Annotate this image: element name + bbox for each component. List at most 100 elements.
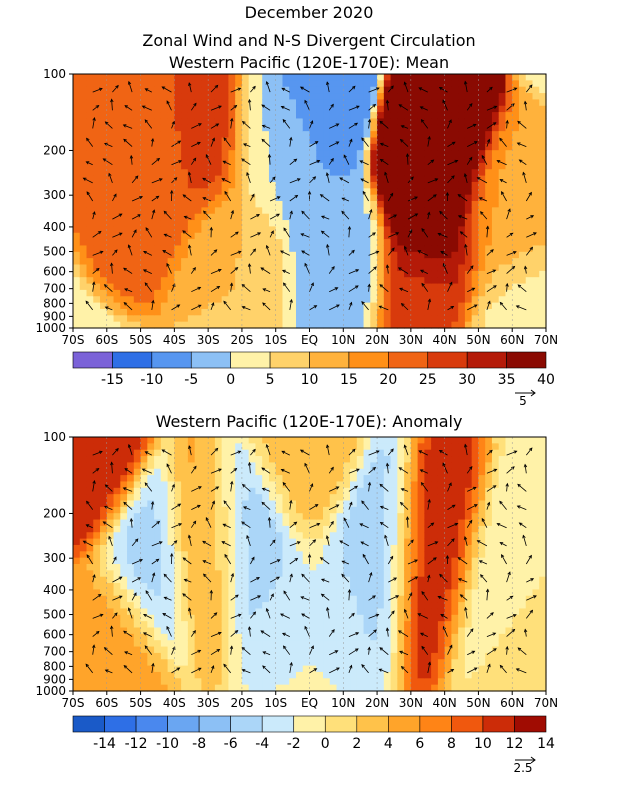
heatmap-cell xyxy=(147,684,155,692)
heatmap-cell xyxy=(113,175,121,183)
heatmap-cell xyxy=(241,614,250,622)
heatmap-cell xyxy=(214,437,223,444)
heatmap-cell xyxy=(289,93,297,100)
heatmap-cell xyxy=(208,456,216,463)
heatmap-cell xyxy=(262,245,270,253)
heatmap-cell xyxy=(201,684,209,692)
heatmap-cell xyxy=(181,251,189,259)
heatmap-cell xyxy=(113,564,121,571)
wind-arrow xyxy=(407,176,414,184)
heatmap-cell xyxy=(241,640,250,648)
wind-arrow xyxy=(104,143,113,147)
heatmap-cell xyxy=(512,207,520,215)
wind-arrow xyxy=(506,87,517,93)
heatmap-cell xyxy=(350,239,358,247)
heatmap-cell xyxy=(356,270,365,278)
heatmap-cell xyxy=(431,226,439,234)
heatmap-cell xyxy=(160,576,169,584)
heatmap-cell xyxy=(221,608,230,616)
heatmap-cell xyxy=(106,283,115,291)
heatmap-cell xyxy=(127,251,135,259)
heatmap-cell xyxy=(275,665,284,673)
heatmap-cell xyxy=(512,289,520,297)
heatmap-cell xyxy=(235,494,243,502)
heatmap-cell xyxy=(133,302,142,310)
heatmap-cell xyxy=(133,86,142,94)
heatmap-cell xyxy=(100,475,108,483)
heatmap-cell xyxy=(100,494,108,502)
heatmap-cell xyxy=(208,239,216,247)
heatmap-cell xyxy=(316,277,324,285)
heatmap-cell xyxy=(262,487,270,495)
wind-arrow xyxy=(387,247,395,256)
heatmap-cell xyxy=(201,124,209,132)
heatmap-cell xyxy=(214,220,223,227)
heatmap-cell xyxy=(525,162,534,170)
heatmap-cell xyxy=(79,302,88,310)
heatmap-cell xyxy=(208,652,216,660)
heatmap-cell xyxy=(147,118,155,126)
heatmap-cell xyxy=(147,93,155,100)
wind-arrow xyxy=(516,305,527,311)
heatmap-cell xyxy=(363,201,371,208)
heatmap-cell xyxy=(518,315,527,323)
heatmap-cell xyxy=(113,74,121,81)
heatmap-cell xyxy=(127,296,135,304)
heatmap-cell xyxy=(302,143,311,151)
heatmap-cell xyxy=(390,86,398,94)
heatmap-cell xyxy=(295,156,304,164)
heatmap-cell xyxy=(363,74,371,81)
heatmap-cell xyxy=(208,633,216,641)
heatmap-cell xyxy=(120,99,128,107)
heatmap-cell xyxy=(289,245,297,253)
heatmap-cell xyxy=(268,538,277,546)
heatmap-cell xyxy=(255,456,263,463)
heatmap-cell xyxy=(241,684,250,692)
heatmap-cell xyxy=(437,239,446,247)
heatmap-cell xyxy=(377,308,385,316)
heatmap-cell xyxy=(79,277,88,285)
heatmap-cell xyxy=(86,487,94,495)
heatmap-cell xyxy=(262,74,270,81)
heatmap-cell xyxy=(295,99,304,107)
wind-arrow xyxy=(439,87,448,93)
heatmap-cell xyxy=(316,481,324,489)
heatmap-cell xyxy=(363,270,371,278)
heatmap-cell xyxy=(120,220,128,227)
heatmap-cell xyxy=(458,207,466,215)
wind-arrowhead xyxy=(260,267,265,271)
heatmap-cell xyxy=(235,239,243,247)
heatmap-cell xyxy=(302,112,311,120)
heatmap-cell xyxy=(424,105,432,113)
wind-arrow xyxy=(250,214,260,220)
heatmap-cell xyxy=(187,169,196,177)
heatmap-cell xyxy=(275,481,284,489)
heatmap-cell xyxy=(167,226,175,234)
heatmap-cell xyxy=(113,277,121,285)
heatmap-cell xyxy=(302,570,311,578)
heatmap-cell xyxy=(201,258,209,266)
heatmap-cell xyxy=(275,437,284,444)
heatmap-cell xyxy=(518,321,527,329)
heatmap-cell xyxy=(187,220,196,227)
heatmap-cell xyxy=(174,112,182,120)
heatmap-cell xyxy=(275,86,284,94)
heatmap-cell xyxy=(255,251,263,259)
heatmap-cell xyxy=(120,538,128,546)
heatmap-cell xyxy=(248,93,257,100)
heatmap-cell xyxy=(194,627,202,635)
heatmap-cell xyxy=(316,583,324,590)
heatmap-cell xyxy=(86,251,94,259)
heatmap-cell xyxy=(370,277,378,285)
heatmap-cell xyxy=(86,608,94,616)
heatmap-cell xyxy=(309,112,317,120)
heatmap-cell xyxy=(241,500,250,508)
heatmap-cell xyxy=(309,251,317,259)
heatmap-cell xyxy=(309,169,317,177)
heatmap-cell xyxy=(181,308,189,316)
heatmap-cell xyxy=(248,506,257,514)
heatmap-cell xyxy=(471,283,480,291)
colorbar-swatch xyxy=(466,351,507,369)
heatmap-cell xyxy=(295,86,304,94)
heatmap-cell xyxy=(194,621,202,629)
